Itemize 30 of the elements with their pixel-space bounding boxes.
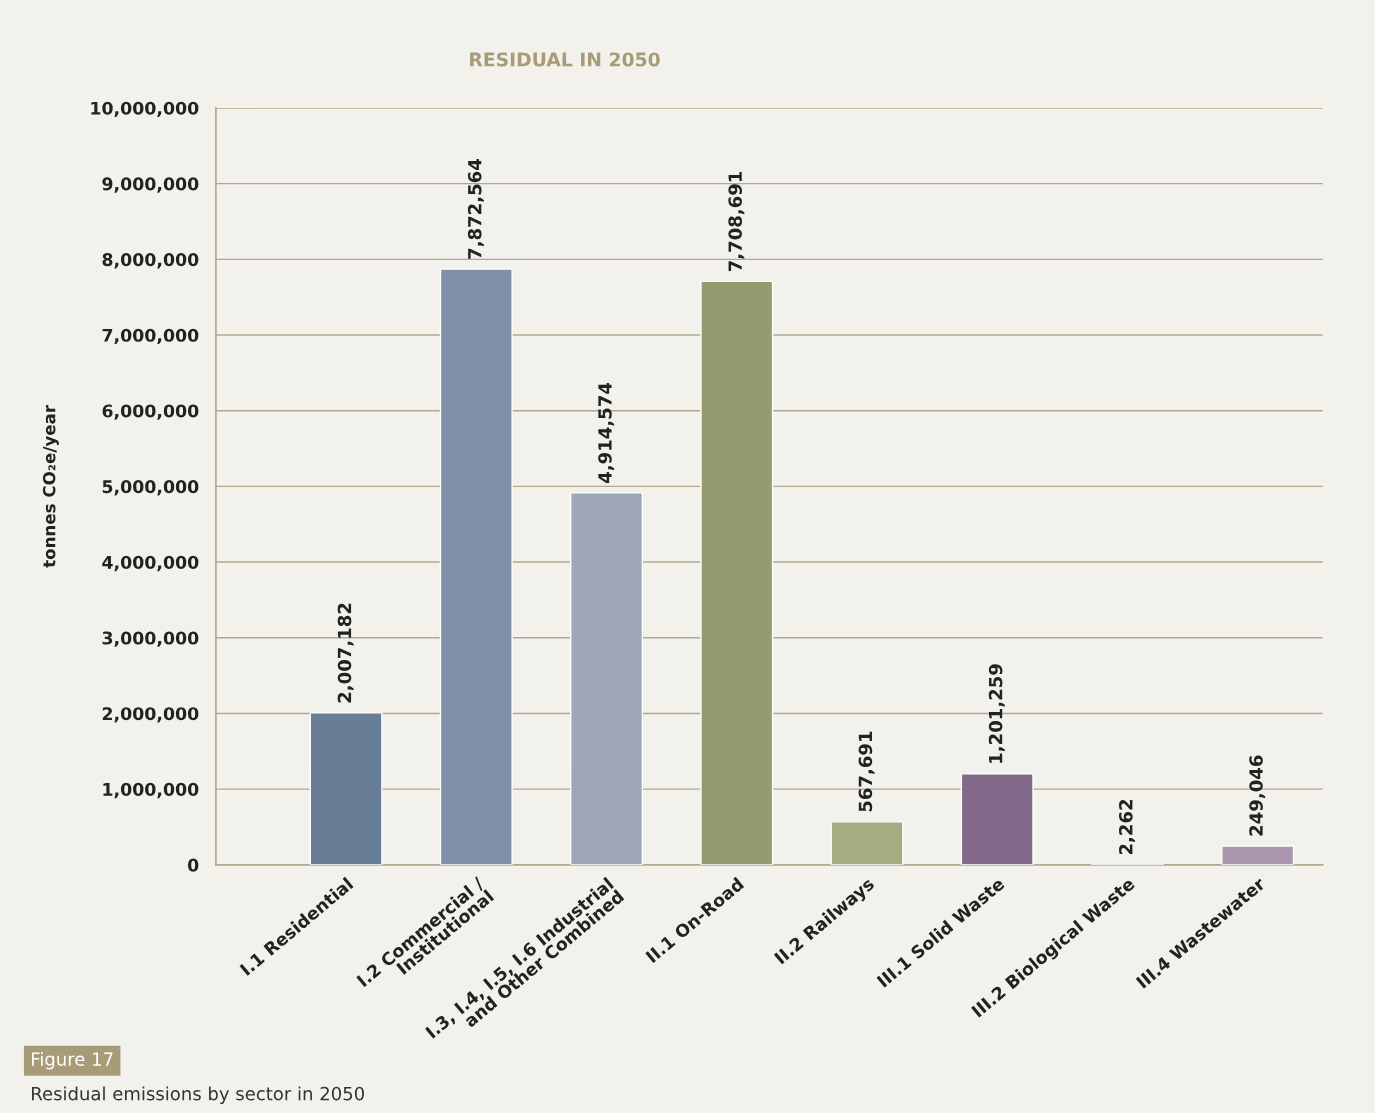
y-tick-label: 8,000,000	[102, 253, 199, 269]
y-axis-title: tonnes CO₂e/year	[42, 404, 59, 568]
y-tick-label: 1,000,000	[103, 782, 199, 799]
y-tick-label: 10,000,000	[91, 101, 199, 118]
y-tick-label: 7,000,000	[102, 328, 199, 345]
y-tick-label: 3,000,000	[102, 631, 199, 647]
bar	[700, 280, 774, 865]
text: Residual emissions by sector in 2050	[32, 1086, 364, 1104]
data-label: 4,914,574	[598, 382, 615, 483]
y-tick-label: 0	[187, 858, 199, 872]
chart-title: RESIDUAL IN 2050	[470, 52, 660, 67]
y-tick-label: 6,000,000	[102, 404, 199, 420]
y-tick-label: 9,000,000	[102, 177, 199, 193]
bar	[830, 821, 904, 865]
bar	[1221, 845, 1295, 865]
data-label: 2,262	[1119, 800, 1135, 855]
data-label: 567,691	[858, 731, 875, 812]
data-label: 7,708,691	[728, 171, 745, 272]
y-tick-label: 2,000,000	[102, 707, 199, 723]
bar	[570, 492, 644, 865]
bar	[439, 268, 513, 865]
y-tick-label: 4,000,000	[102, 555, 199, 572]
data-label: 7,872,564	[467, 159, 484, 259]
y-tick-label: 5,000,000	[102, 480, 199, 496]
bar	[960, 773, 1034, 865]
caption: Figure 17	[32, 1051, 113, 1070]
data-label: 2,007,182	[337, 603, 354, 703]
data-label: 249,046	[1249, 755, 1266, 836]
data-label: 1,201,259	[988, 664, 1005, 763]
bar	[309, 712, 383, 865]
